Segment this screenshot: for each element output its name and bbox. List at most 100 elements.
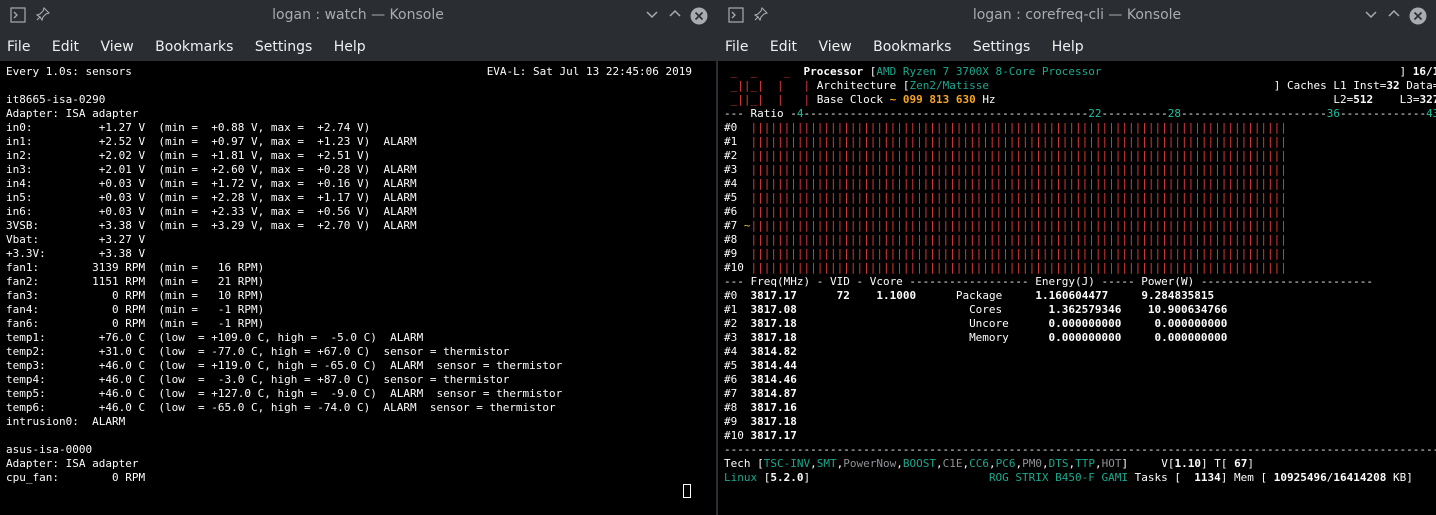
menu-edit[interactable]: Edit [51, 39, 80, 55]
text-segment [1128, 457, 1161, 470]
minimize-icon[interactable] [643, 7, 661, 25]
window-title: logan : watch — Konsole [272, 7, 444, 23]
ratio-bar: ||||||||||||||||||||||||||||||||||||||||… [750, 177, 1287, 190]
tech-label: Tech [724, 457, 751, 470]
menu-help[interactable]: Help [1051, 39, 1084, 55]
text-segment [810, 471, 989, 484]
energy-domain: Uncore [969, 317, 1049, 330]
text-segment: [ [896, 79, 910, 92]
core-freq: 3817.17 [750, 289, 797, 302]
menu-bar: File Edit View Bookmarks Settings Help [0, 33, 716, 61]
logo: _||_| | [724, 79, 804, 92]
tech-flag: TTP [1075, 457, 1095, 470]
tech-flag: PM0 [1022, 457, 1042, 470]
kernel-version: 5.2.0 [770, 471, 804, 484]
core-id: #10 [724, 261, 751, 274]
ratio-mark: 28 [1167, 107, 1182, 120]
ratio-bar: ||||||||||||||||||||||||||||||||||||||||… [750, 149, 1287, 162]
arch-name: Zen2/Matisse [909, 79, 989, 92]
app-menu-icon[interactable] [9, 7, 27, 25]
base-clock: ~ 099 813 630 [889, 93, 976, 106]
energy-value: 1.362579346 [1048, 303, 1122, 316]
core-id: #6 [724, 373, 751, 386]
core-id: #2 [724, 317, 751, 330]
text-segment: , [896, 457, 903, 470]
text-segment [1181, 471, 1194, 484]
pin-icon[interactable] [34, 6, 52, 25]
text-segment: ] [1200, 457, 1215, 470]
menu-view[interactable]: View [818, 39, 852, 55]
ratio-bar: ||||||||||||||||||||||||||||||||||||||||… [750, 261, 1287, 274]
core-id: #9 [724, 415, 751, 428]
energy-value: 0.000000000 [1048, 317, 1122, 330]
core-freq: 3817.08 [750, 303, 797, 316]
pin-icon[interactable] [752, 6, 770, 25]
sensor-line: fan3: 0 RPM (min = 10 RPM) [6, 289, 265, 302]
energy-domain: Package [955, 289, 1036, 302]
os-label: Linux [724, 471, 758, 484]
maximize-icon[interactable] [666, 7, 684, 25]
text-segment [1121, 331, 1154, 344]
text-segment [929, 331, 969, 344]
text-segment [1128, 471, 1135, 484]
menu-settings[interactable]: Settings [972, 39, 1031, 55]
core-id: #8 [724, 401, 751, 414]
sensor-line: Vbat: +3.27 V [6, 233, 146, 246]
text-segment: ---------------------- [1181, 107, 1327, 120]
processor-name: AMD Ryzen 7 3700X 8-Core Processor [876, 65, 1102, 78]
terminal-area[interactable]: _ _ _ Processor [AMD Ryzen 7 3700X 8-Cor… [718, 61, 1436, 515]
text-segment: ] [1121, 457, 1129, 470]
text-segment [797, 317, 929, 330]
menu-file[interactable]: File [725, 39, 749, 55]
sensor-line: in3: +2.01 V (min = +2.60 V, max = +0.28… [6, 163, 417, 176]
close-icon[interactable] [1409, 7, 1427, 25]
sensor-line: in0: +1.27 V (min = +0.88 V, max = +2.74… [6, 121, 371, 134]
core-id: #4 [724, 345, 751, 358]
ratio-bar: ||||||||||||||||||||||||||||||||||||||||… [750, 135, 1287, 148]
temp-value: 67 [1234, 457, 1248, 470]
core-id: #9 [724, 247, 751, 260]
watch-header-right: EVA-L: Sat Jul 13 22:45:06 2019 [486, 65, 692, 78]
core-freq: 3814.44 [750, 359, 797, 372]
spacer [989, 79, 1274, 92]
vcore-value: 1.10 [1174, 457, 1201, 470]
menu-bookmarks[interactable]: Bookmarks [155, 39, 234, 55]
close-icon[interactable] [690, 7, 708, 25]
text-segment [916, 289, 956, 302]
menu-view[interactable]: View [100, 39, 134, 55]
terminal-area[interactable]: Every 1.0s: sensors EVA-L: Sat Jul 13 22… [0, 61, 716, 515]
text-segment: / [1326, 471, 1334, 484]
tech-flag: TSC-INV [763, 457, 811, 470]
sensor-line: in5: +0.03 V (min = +2.28 V, max = +1.17… [6, 191, 417, 204]
text-segment: ----------------------------------------… [803, 107, 1089, 120]
sensor-line: temp3: +46.0 C (low = +119.0 C, high = -… [6, 359, 563, 372]
separator: ----------------------------------------… [724, 443, 1436, 456]
core-freq: 3817.18 [750, 415, 797, 428]
app-menu-icon[interactable] [727, 7, 745, 25]
core-freq: 3817.18 [750, 331, 797, 344]
l3-label: L3= [1399, 93, 1420, 106]
minimize-icon[interactable] [1362, 7, 1380, 25]
sensor-line: 3VSB: +3.38 V (min = +3.29 V, max = +2.7… [6, 219, 417, 232]
sensor-line: fan1: 3139 RPM (min = 16 RPM) [6, 261, 265, 274]
text-segment: [ [863, 65, 877, 78]
menu-help[interactable]: Help [333, 39, 366, 55]
tech-flag: PC6 [995, 457, 1016, 470]
menu-file[interactable]: File [7, 39, 31, 55]
terminal-cursor [683, 484, 691, 498]
menu-settings[interactable]: Settings [254, 39, 313, 55]
l1-inst: 32 [1386, 79, 1400, 92]
text-segment [883, 93, 890, 106]
core-id: #5 [724, 191, 751, 204]
menu-edit[interactable]: Edit [769, 39, 798, 55]
maximize-icon[interactable] [1385, 7, 1403, 25]
text-segment: ] [1273, 79, 1287, 92]
ratio-mark: 4 [796, 107, 804, 120]
text-segment: , [1015, 457, 1023, 470]
tech-flag: HOT [1101, 457, 1122, 470]
menu-bookmarks[interactable]: Bookmarks [873, 39, 952, 55]
l2-label: L2= [1333, 93, 1354, 106]
power-value: 0.000000000 [1154, 317, 1228, 330]
text-segment: , [1094, 457, 1102, 470]
vcore-label: V[ [1161, 457, 1175, 470]
